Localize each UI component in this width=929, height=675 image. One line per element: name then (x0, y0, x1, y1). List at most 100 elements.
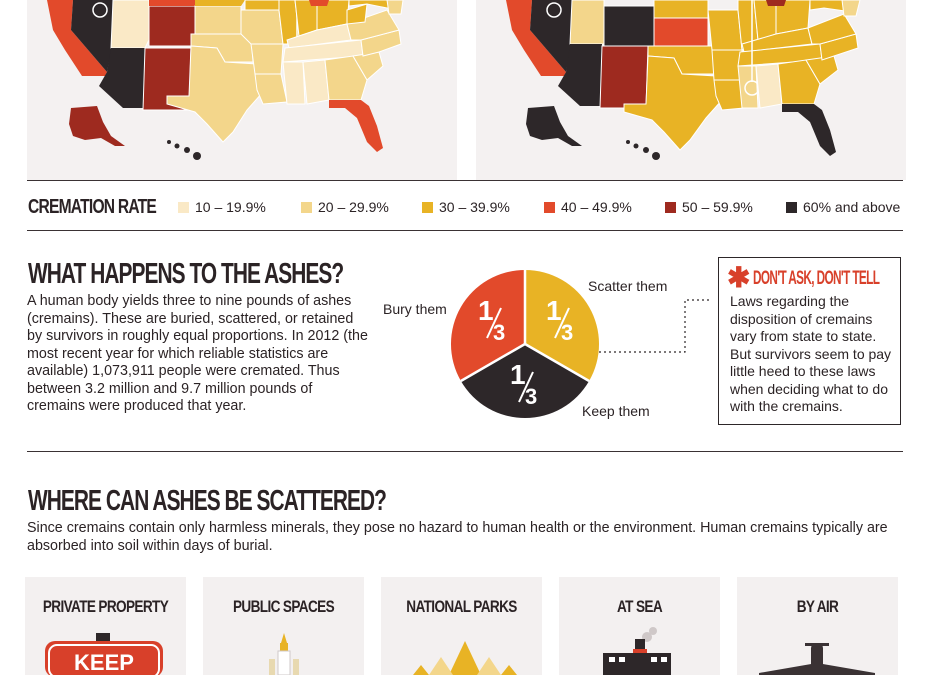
legend-label: 20 – 29.9% (318, 199, 389, 215)
state-northeast (386, 0, 404, 15)
state-arizona (99, 48, 145, 108)
state-louisiana (713, 79, 745, 111)
state-florida (782, 104, 836, 156)
fraction-den: 3 (493, 320, 505, 345)
legend-item-20: 20 – 29.9% (301, 199, 389, 215)
state-michigan (309, 0, 329, 6)
state-iowa (244, 0, 280, 11)
card-title: AT SEA (616, 597, 663, 616)
state-alaska (69, 106, 125, 146)
map-left-svg (47, 0, 404, 160)
legend-swatch (786, 201, 797, 213)
state-nevada (530, 0, 572, 72)
state-mississippi (737, 65, 759, 109)
state-texas (623, 55, 723, 151)
state-california (47, 0, 107, 76)
state-arizona (558, 44, 602, 106)
state-texas (166, 45, 264, 143)
ashes-heading: WHAT HAPPENS TO THE ASHES? (28, 258, 344, 290)
state-new-mexico (599, 45, 649, 109)
legend-label: 10 – 19.9% (195, 199, 266, 215)
state-utah (569, 0, 605, 45)
state-arkansas (250, 43, 284, 75)
building-icon (269, 633, 299, 675)
legend-item-30: 30 – 39.9% (422, 199, 510, 215)
legend-label: 30 – 39.9% (439, 199, 510, 215)
legend-label: 40 – 49.9% (561, 199, 632, 215)
sidebar-title: DON'T ASK, DON'T TELL (753, 268, 880, 289)
state-florida (329, 100, 383, 152)
state-missouri (240, 9, 284, 45)
state-nevada (71, 0, 113, 72)
card-private-property: PRIVATE PROPERTY KEEP (25, 577, 186, 675)
ashes-body: A human body yields three to nine pounds… (27, 293, 368, 414)
connector-line (599, 299, 710, 353)
legend-swatch (665, 201, 676, 213)
state-louisiana (254, 73, 288, 105)
card-by-air: BY AIR (737, 577, 898, 675)
state-missouri (707, 9, 743, 51)
pin-marker (92, 2, 108, 18)
fraction-num: 1 (478, 295, 494, 326)
legend-label: 60% and above (803, 199, 901, 215)
state-mississippi (282, 61, 306, 105)
legend-item-60: 60% and above (786, 199, 900, 215)
state-colorado (603, 5, 655, 47)
ship-icon (603, 627, 671, 675)
state-wyoming (149, 0, 195, 6)
state-arkansas (711, 49, 743, 81)
state-kansas (194, 5, 242, 35)
state-california (506, 0, 566, 76)
card-at-sea: AT SEA (559, 577, 720, 675)
state-nebraska (195, 0, 245, 6)
state-alabama (302, 59, 330, 105)
state-illinois (278, 0, 300, 45)
keep-sign-icon: KEEP (45, 633, 163, 675)
sidebar-body: Laws regarding the disposition of cremai… (730, 293, 892, 414)
fraction-bury: 1 3 (478, 295, 505, 345)
state-kansas (653, 17, 709, 47)
card-title: BY AIR (796, 597, 839, 616)
state-nebraska (653, 0, 709, 19)
fraction-num: 1 (510, 359, 526, 390)
scatter-body: Since cremains contain only harmless min… (27, 520, 888, 554)
pie-label-keep: Keep them (582, 403, 650, 419)
legend-title: CREMATION RATE (28, 196, 157, 218)
legend-swatch (422, 201, 433, 213)
state-colorado (148, 5, 196, 47)
pie-label-scatter: Scatter them (588, 278, 668, 294)
state-georgia (324, 55, 368, 101)
state-virginia (807, 13, 857, 45)
legend-label: 50 – 59.9% (682, 199, 753, 215)
fraction-num: 1 (546, 295, 562, 326)
card-national-parks: NATIONAL PARKS (381, 577, 542, 675)
mountains-icon (413, 641, 517, 675)
fraction-den: 3 (525, 384, 537, 409)
scatter-heading: WHERE CAN ASHES BE SCATTERED? (28, 485, 387, 517)
legend-item-50: 50 – 59.9% (665, 199, 753, 215)
state-west-virginia (346, 3, 368, 25)
divider-top (27, 180, 903, 181)
pin-marker (546, 2, 562, 18)
divider-middle (27, 451, 903, 452)
legend-swatch (178, 201, 189, 213)
state-alaska (526, 106, 582, 146)
fraction-scatter: 1 3 (546, 295, 573, 345)
map-left (27, 0, 457, 180)
fraction-keep: 1 3 (510, 359, 537, 409)
state-pennsylvania (348, 0, 400, 11)
card-title: PUBLIC SPACES (233, 597, 335, 616)
legend-swatch (544, 201, 555, 213)
state-virginia (346, 9, 400, 41)
card-public-spaces: PUBLIC SPACES (203, 577, 364, 675)
pie-label-bury: Bury them (383, 301, 447, 317)
card-title: PRIVATE PROPERTY (42, 597, 169, 616)
fraction-den: 3 (561, 320, 573, 345)
sidebar-box: ✱ DON'T ASK, DON'T TELL Laws regarding t… (718, 257, 901, 425)
asterisk-icon: ✱ (727, 262, 751, 293)
pie-chart: 1 3 1 3 1 3 (450, 270, 710, 419)
state-michigan (766, 0, 786, 6)
legend-item-10: 10 – 19.9% (178, 199, 266, 215)
state-alabama (755, 63, 783, 109)
map-right-svg (506, 0, 861, 160)
